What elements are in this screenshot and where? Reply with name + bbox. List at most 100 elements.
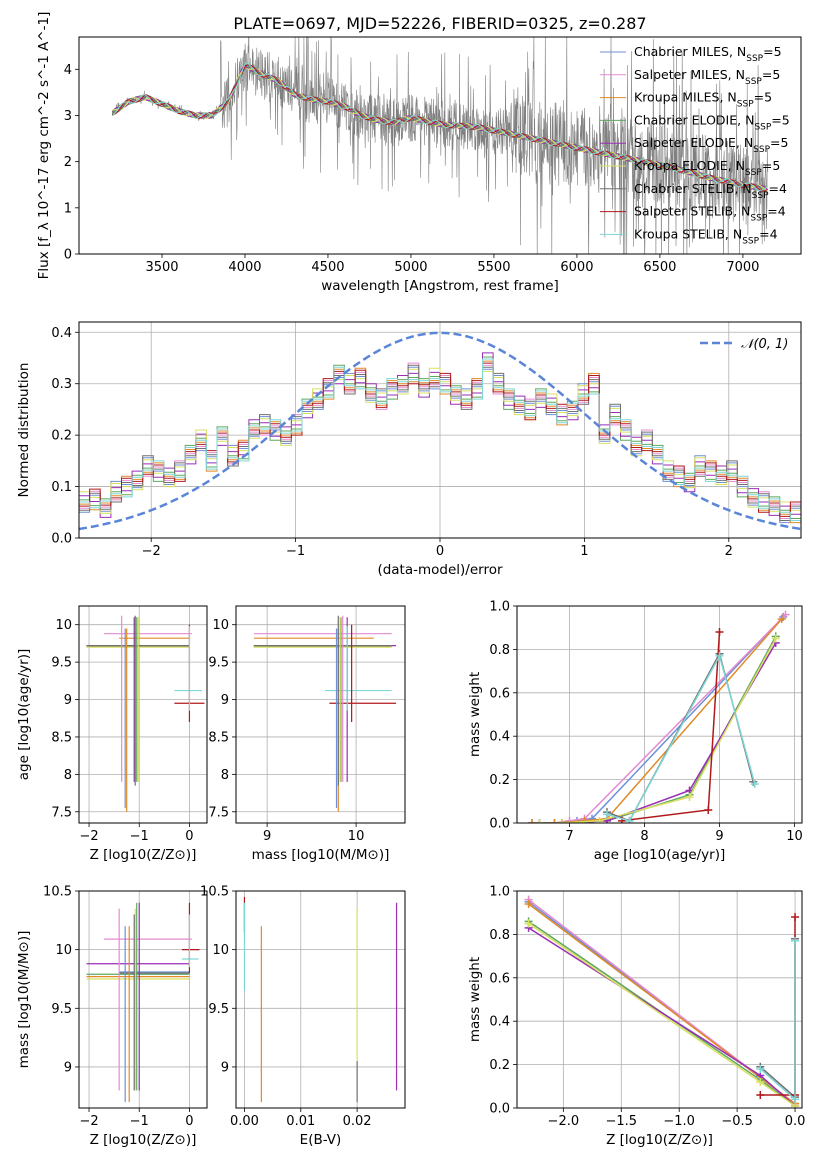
x-tick-label: 3500 [145, 260, 178, 275]
legend-nssp-eq: = [771, 112, 781, 127]
x-tick-label: 9 [715, 829, 723, 844]
weight-marker [756, 1064, 765, 1073]
y-tick-label: 0.0 [489, 817, 510, 832]
weight-line-kroupa-stelib [759, 940, 796, 1101]
gridlines [79, 322, 801, 539]
x-tick-label: 2 [725, 544, 733, 559]
x-tick-label: −0.5 [721, 1114, 753, 1129]
legend-nssp-prefix: , N [736, 135, 753, 150]
gridlines [79, 890, 207, 1108]
legend-nssp-eq: = [769, 181, 779, 196]
weight-marker [750, 779, 759, 788]
plot-residuals: −2 −1 0 1 2 0.0 0.1 0.2 0.3 0.4 (data-model)/error… [16, 321, 802, 578]
x-axis-label: Z [log10(Z/Z⊙)] [606, 1132, 713, 1148]
weight-line-kroupa-miles [528, 903, 796, 1105]
x-tick-label: 1 [580, 544, 588, 559]
y-tick-label: 0.8 [489, 643, 510, 658]
weight-marker [565, 816, 574, 823]
axes-frame [78, 36, 802, 255]
y-tick-label: 7.5 [51, 805, 72, 820]
weight-marker [528, 819, 536, 823]
x-tick-label: −2 [79, 1114, 98, 1129]
y-tick-label: 0.2 [489, 1058, 510, 1073]
weight-line-kroupa-stelib [606, 653, 756, 822]
weight-marker [715, 651, 724, 660]
legend-entry: Chabrier MILES, NSSP=5 [634, 44, 782, 64]
x-axis-label: Z [log10(Z/Z⊙)] [90, 1132, 197, 1148]
weight-marker [524, 900, 533, 909]
legend-entry: Salpeter ELODIE, NSSP=5 [634, 135, 788, 155]
legend-entry: Salpeter STELIB, NSSP=4 [634, 204, 786, 224]
y-tick-label: 0.6 [489, 686, 510, 701]
legend-nssp-eq: = [754, 90, 764, 105]
y-tick-label: 0.4 [489, 730, 510, 745]
x-tick-label: 9 [263, 829, 271, 844]
legend-name: Kroupa STELIB [634, 226, 725, 241]
y-tick-label: 0.4 [489, 1015, 510, 1030]
legend-nssp-eq: = [762, 67, 772, 82]
x-tick-label: 7 [565, 829, 573, 844]
legend-nssp-value: 5 [772, 67, 780, 82]
x-tick-label: 5000 [394, 260, 427, 275]
plot-area [528, 610, 790, 823]
axes-decor: 0.00 0.01 0.02 9 9.5 10 10.5 E(B-V) [200, 885, 406, 1148]
legend-nssp-prefix: , N [728, 67, 745, 82]
weight-line-salpeter-miles [532, 614, 787, 823]
plot-area [86, 902, 200, 1103]
y-tick-label: 0.0 [51, 532, 72, 547]
legend-nssp-sub: SSP [737, 100, 754, 110]
y-tick-label: 0 [64, 248, 72, 263]
x-tick-label: 0.0 [785, 1114, 806, 1129]
weight-marker [791, 936, 800, 945]
plot-area [253, 615, 397, 812]
legend-name: Salpeter MILES [634, 67, 728, 82]
weight-line-chabrier-stelib [606, 651, 755, 822]
x-tick-label: −1 [130, 829, 149, 844]
weight-marker [558, 819, 566, 823]
y-tick-label: 2 [64, 155, 72, 170]
x-tick-label: 0.02 [343, 1114, 372, 1129]
y-tick-label: 1.0 [489, 885, 510, 900]
legend-nssp-eq: = [762, 158, 772, 173]
plot-weight-vs-z: −2.0 −1.5 −1.0 −0.5 0.0 0.0 0.2 0.4 0.6 0.8 1.0 Z [… [467, 885, 805, 1149]
legend-nssp-prefix: , N [733, 204, 750, 219]
legend-name: Kroupa MILES [634, 90, 720, 105]
y-tick-label: 0.2 [51, 429, 72, 444]
x-tick-label: 5500 [477, 260, 510, 275]
y-tick-label: 7.5 [208, 805, 229, 820]
y-tick-label: 10 [212, 943, 229, 958]
model-line-salpeter-elodie [111, 64, 768, 190]
axes-frame [235, 890, 406, 1109]
x-tick-label: −1 [286, 544, 305, 559]
y-tick-label: 8 [64, 768, 72, 783]
plot-area [111, 37, 768, 254]
weight-marker [781, 610, 790, 619]
x-tick-label: 8 [640, 829, 648, 844]
x-tick-label: −2 [142, 544, 161, 559]
y-tick-label: 0.2 [489, 773, 510, 788]
y-tick-label: 8.5 [51, 730, 72, 745]
weight-marker [791, 1095, 800, 1104]
x-axis-label: wavelength [Angstrom, rest frame] [321, 278, 559, 294]
legend-nssp-value: 5 [781, 135, 789, 150]
x-axis-label: (data-model)/error [377, 562, 503, 578]
legend-nssp-sub: SSP [745, 168, 762, 178]
y-tick-label: 9.5 [51, 656, 72, 671]
x-tick-label: 6000 [560, 260, 593, 275]
histogram-salpeter-stelib [79, 362, 801, 517]
axes-decor: −2 −1 0 9 9.5 10 10.5 Z [log10(Z/Z⊙)] mass [log1… [16, 885, 208, 1148]
legend-nssp-value: 5 [782, 112, 790, 127]
y-tick-label: 0.0 [489, 1102, 510, 1117]
legend-nssp-prefix: , N [734, 181, 751, 196]
legend-nssp-eq: = [770, 135, 780, 150]
legend-nssp-sub: SSP [746, 54, 763, 64]
plot-mass-vs-z: −2 −1 0 9 9.5 10 10.5 Z [log10(Z/Z⊙)] mass [log1… [16, 885, 208, 1148]
x-tick-label: −2.0 [548, 1114, 580, 1129]
y-tick-label: 0.4 [51, 326, 72, 341]
y-tick-label: 0.1 [51, 480, 72, 495]
legend-name: Kroupa ELODIE [634, 158, 728, 173]
legend-nssp-prefix: , N [728, 158, 745, 173]
legend-nssp-sub: SSP [742, 236, 759, 246]
legend-nssp-sub: SSP [754, 122, 771, 132]
axes-decor: −2.0 −1.5 −1.0 −0.5 0.0 0.0 0.2 0.4 0.6 0.8 1.0 Z [… [467, 885, 805, 1149]
